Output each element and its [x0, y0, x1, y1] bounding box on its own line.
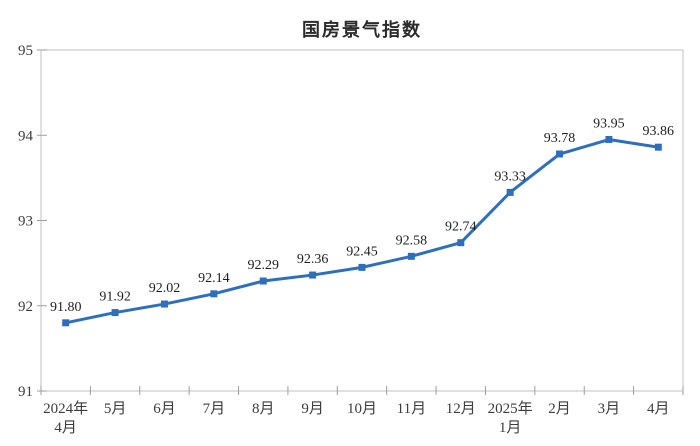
data-point-marker	[457, 239, 465, 247]
x-axis-tick-label: 5月	[104, 401, 127, 417]
data-point-label: 93.33	[494, 169, 526, 184]
x-axis-tick-label: 1月	[499, 420, 522, 436]
x-axis-tick-label: 2025年	[488, 400, 533, 417]
y-axis-tick-label: 91	[18, 384, 33, 400]
chart-title: 国房景气指数	[302, 20, 422, 40]
x-axis-tick-label: 4月	[54, 420, 77, 436]
data-point-label: 93.78	[544, 131, 576, 146]
x-axis-tick-label: 12月	[446, 401, 476, 417]
data-point-label: 92.45	[346, 244, 378, 259]
x-axis-tick-label: 7月	[203, 401, 226, 417]
data-point-marker	[309, 271, 317, 279]
data-point-marker	[210, 290, 218, 298]
data-point-marker	[407, 252, 415, 260]
data-point-label: 92.29	[247, 258, 279, 273]
x-axis-tick-label: 6月	[153, 401, 176, 417]
x-axis-tick-label: 8月	[252, 401, 275, 417]
data-point-marker	[111, 309, 119, 317]
data-point-label: 92.58	[396, 233, 428, 248]
data-point-marker	[605, 136, 613, 144]
data-point-label: 91.92	[99, 290, 131, 305]
data-point-marker	[160, 300, 168, 308]
x-axis-tick-label: 10月	[347, 401, 377, 417]
data-point-label: 92.36	[297, 252, 329, 267]
data-point-label: 92.14	[198, 271, 230, 286]
data-point-label: 93.86	[643, 124, 675, 139]
x-axis-tick-label: 3月	[598, 401, 621, 417]
y-axis-tick-label: 95	[18, 43, 33, 59]
data-point-label: 92.74	[445, 220, 477, 235]
y-axis-tick-label: 92	[18, 299, 33, 315]
x-axis-tick-label: 4月	[647, 401, 670, 417]
data-point-marker	[506, 188, 514, 196]
data-point-marker	[62, 319, 70, 327]
plot-border	[40, 49, 684, 392]
x-axis-tick-label: 2024年	[43, 400, 88, 417]
data-point-label: 92.02	[149, 281, 181, 296]
x-axis-tick-label: 2月	[548, 401, 571, 417]
data-point-marker	[556, 150, 564, 158]
data-point-marker	[358, 263, 366, 271]
data-point-label: 91.80	[50, 300, 82, 315]
y-axis-tick-label: 93	[18, 214, 33, 230]
x-axis-tick-label: 11月	[397, 401, 426, 417]
y-axis-tick-label: 94	[18, 128, 34, 144]
x-axis-tick-label: 9月	[301, 401, 324, 417]
data-point-marker	[654, 143, 662, 151]
data-point-marker	[259, 277, 267, 285]
data-point-label: 93.95	[593, 117, 625, 132]
